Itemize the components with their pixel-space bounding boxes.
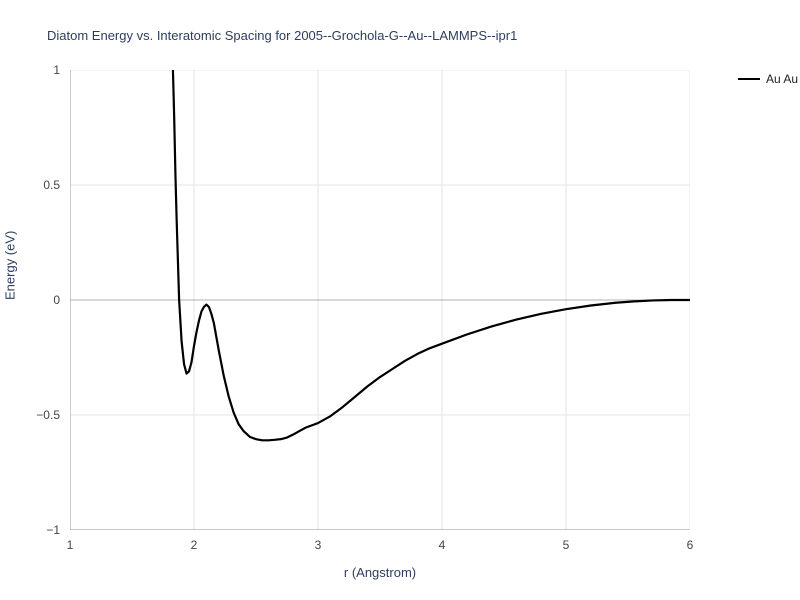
y-tick-label: −0.5 <box>10 408 60 422</box>
chart-title: Diatom Energy vs. Interatomic Spacing fo… <box>47 28 517 43</box>
x-tick-label: 5 <box>563 538 570 552</box>
legend-swatch-icon <box>738 78 760 80</box>
legend-item-label: Au Au <box>766 72 798 86</box>
series-line <box>172 70 690 440</box>
x-tick-label: 4 <box>439 538 446 552</box>
y-tick-label: 0.5 <box>10 178 60 192</box>
legend: Au Au <box>738 72 798 86</box>
y-tick-label: 1 <box>10 63 60 77</box>
plot-svg <box>70 70 690 530</box>
x-tick-label: 1 <box>67 538 74 552</box>
x-tick-label: 3 <box>315 538 322 552</box>
y-axis-label: Energy (eV) <box>3 231 18 300</box>
y-tick-label: 0 <box>10 293 60 307</box>
x-tick-label: 6 <box>687 538 694 552</box>
x-axis-label: r (Angstrom) <box>344 565 416 580</box>
chart-container: Diatom Energy vs. Interatomic Spacing fo… <box>0 0 800 600</box>
y-tick-label: −1 <box>10 523 60 537</box>
x-tick-label: 2 <box>191 538 198 552</box>
